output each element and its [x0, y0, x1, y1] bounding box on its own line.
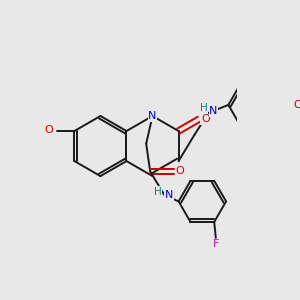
Text: N: N	[165, 190, 173, 200]
Text: O: O	[294, 100, 300, 110]
Text: H: H	[154, 187, 162, 197]
Text: F: F	[213, 239, 219, 249]
Text: H: H	[200, 103, 208, 113]
Text: N: N	[209, 106, 218, 116]
Text: O: O	[201, 114, 210, 124]
Text: O: O	[45, 125, 53, 135]
Text: O: O	[176, 167, 184, 176]
Text: N: N	[148, 111, 157, 121]
